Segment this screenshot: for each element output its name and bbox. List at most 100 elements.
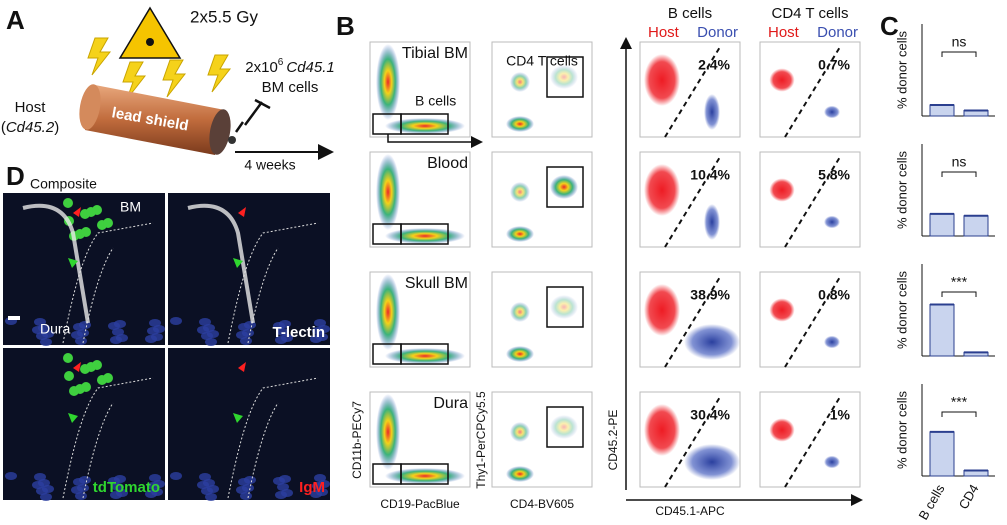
nucleus: [197, 326, 209, 334]
host-cloud: [644, 284, 680, 336]
composite-label: Composite: [30, 176, 97, 192]
tdtomato-label: tdTomato: [93, 479, 160, 496]
nucleus: [110, 336, 122, 344]
nucleus: [273, 322, 285, 330]
gate: [400, 113, 449, 135]
tissue-label: Tibial BM: [402, 45, 468, 62]
nucleus: [40, 493, 52, 501]
nucleus: [236, 486, 248, 494]
gate: [546, 406, 584, 448]
nucleus: [277, 483, 289, 491]
cell: [92, 360, 102, 370]
host-label: Host: [15, 99, 47, 116]
gate: [400, 463, 449, 485]
arrowhead-green: [68, 413, 78, 423]
flow-plot: [369, 151, 471, 248]
flow-plot: [639, 41, 741, 138]
nucleus: [273, 477, 285, 485]
nucleus: [240, 337, 252, 345]
cell-cloud: [510, 302, 530, 322]
nucleus: [201, 487, 213, 495]
nucleus: [149, 474, 161, 482]
nucleus: [236, 331, 248, 339]
flow-plot: [491, 151, 593, 248]
nucleus: [32, 326, 44, 334]
arrowhead-green: [233, 258, 243, 268]
host-cloud: [769, 418, 795, 442]
percent-label: 2.4%: [698, 57, 730, 73]
flow-plot: [759, 271, 861, 368]
nucleus: [108, 477, 120, 485]
time-label: 4 weeks: [244, 157, 295, 173]
bar: [929, 431, 955, 477]
percent-label: 0.8%: [818, 287, 850, 303]
cell: [92, 205, 102, 215]
panel-label: B: [336, 11, 355, 41]
arrowhead-red: [238, 362, 246, 372]
tissue-label: Dura: [433, 395, 468, 412]
nucleus: [34, 318, 46, 326]
significance: ns: [952, 154, 967, 170]
nucleus: [238, 323, 250, 331]
nucleus: [108, 322, 120, 330]
tissue-label: Skull BM: [405, 275, 468, 292]
nucleus: [112, 328, 124, 336]
host-cloud: [769, 178, 795, 202]
donor-exp: 6: [278, 57, 284, 68]
panel-d: D Composite BM Dura T-lectin tdTomato Ig…: [3, 161, 330, 501]
cell: [64, 371, 74, 381]
syringe: [234, 98, 271, 133]
y-axis-label: % donor cells: [894, 390, 909, 469]
axis-label: CD4-BV605: [510, 497, 574, 511]
vessel-outline: [62, 377, 154, 499]
nucleus: [36, 332, 48, 340]
nucleus: [75, 337, 87, 345]
donor-cloud: [684, 324, 740, 360]
bm-label: BM: [120, 199, 141, 215]
lead-shield: [79, 84, 236, 155]
x-tick-label: CD4: [956, 482, 982, 512]
cell-cloud: [550, 415, 578, 439]
significance: ***: [951, 394, 968, 410]
nucleus: [34, 473, 46, 481]
host-cloud: [644, 164, 680, 216]
percent-label: 0.7%: [818, 57, 850, 73]
nucleus: [275, 336, 287, 344]
donor-label: 2x106 Cd45.1: [245, 57, 334, 76]
arrowhead-green: [68, 258, 78, 268]
cell-cloud: [376, 274, 400, 350]
nucleus: [277, 328, 289, 336]
significance-bracket: [941, 51, 977, 57]
nucleus: [170, 317, 182, 325]
cell-cloud: [376, 154, 400, 230]
significance: ***: [951, 274, 968, 290]
nucleus: [199, 318, 211, 326]
arrowhead-red: [73, 207, 81, 217]
micrograph: [168, 348, 330, 500]
flow-plot: [639, 391, 741, 488]
nucleus: [314, 319, 326, 327]
significance: ns: [952, 34, 967, 50]
cell: [81, 382, 91, 392]
significance-bracket: [941, 291, 977, 297]
radiation-sign: [118, 6, 182, 59]
nucleus: [32, 481, 44, 489]
host-cloud: [769, 68, 795, 92]
cell: [103, 373, 113, 383]
nucleus: [147, 327, 159, 335]
igm-label: IgM: [299, 479, 325, 496]
host-cloud: [644, 54, 680, 106]
flow-plot: [369, 41, 471, 138]
y-axis-label: % donor cells: [894, 150, 909, 229]
host-cloud: [644, 404, 680, 456]
cell-cloud: [385, 118, 465, 134]
percent-label: 38.9%: [690, 287, 730, 303]
flow-plot: [759, 151, 861, 248]
percent-label: 5.8%: [818, 167, 850, 183]
flow-plot: [759, 41, 861, 138]
cell-cloud: [550, 175, 578, 199]
nucleus: [71, 486, 83, 494]
nucleus: [73, 478, 85, 486]
axis-label: CD19-PacBlue: [380, 497, 460, 511]
